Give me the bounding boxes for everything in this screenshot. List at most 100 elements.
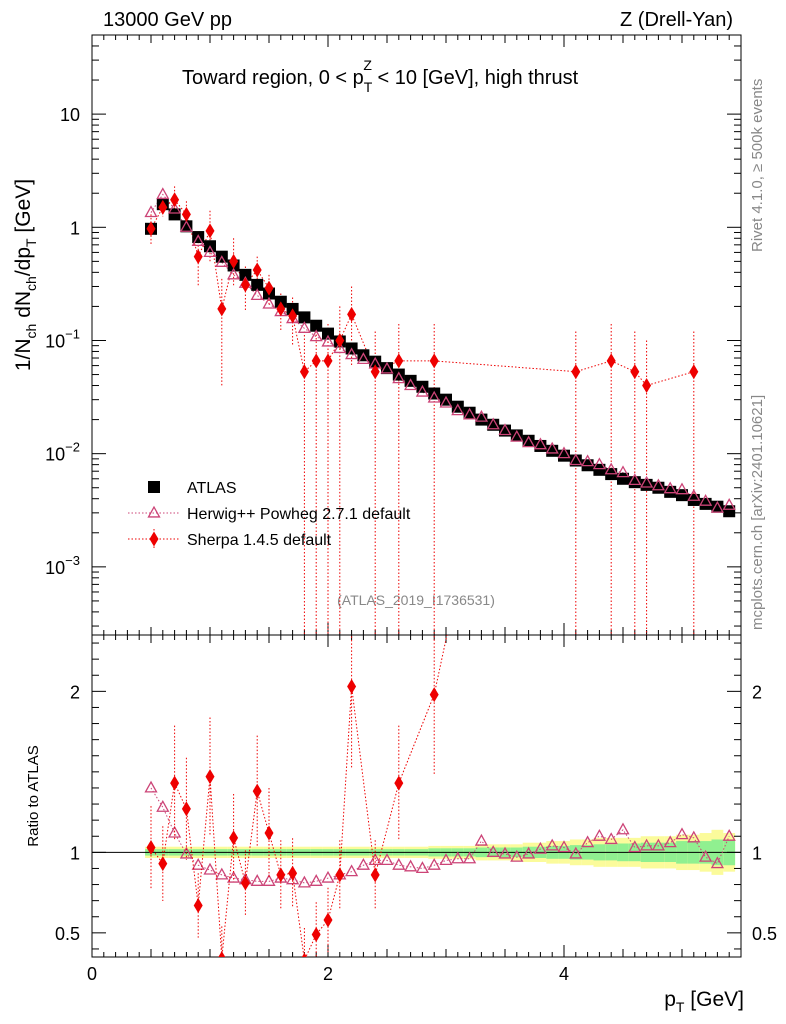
herwig-ratio-point xyxy=(698,849,713,862)
ratio-y-axis-label: Ratio to ATLAS xyxy=(25,745,42,846)
legend-label: Herwig++ Powheg 2.7.1 default xyxy=(187,506,411,523)
sherpa-ratio-point xyxy=(276,867,286,883)
herwig-ratio-point xyxy=(498,846,512,859)
herwig-point xyxy=(687,489,701,501)
sherpa-ratio-point xyxy=(288,865,298,881)
herwig-point xyxy=(639,475,654,488)
atlas-point xyxy=(617,472,629,485)
herwig-point xyxy=(722,497,736,510)
herwig-ratio-point xyxy=(521,846,536,859)
herwig-point xyxy=(380,361,394,374)
sherpa-point xyxy=(193,249,203,265)
herwig-ratio-point xyxy=(486,845,500,857)
sherpa-ratio-point xyxy=(335,867,345,883)
herwig-point xyxy=(167,201,182,214)
herwig-ratio-point xyxy=(545,838,559,851)
herwig-ratio-point xyxy=(663,835,677,848)
herwig-ratio-point xyxy=(722,828,736,841)
atlas-point xyxy=(593,463,606,476)
atlas-point xyxy=(357,349,370,362)
herwig-point xyxy=(321,334,335,347)
herwig-point xyxy=(333,341,347,354)
atlas-point xyxy=(322,327,334,340)
atlas-point xyxy=(192,231,205,244)
sherpa-point xyxy=(146,221,156,237)
legend-marker-herwig xyxy=(147,505,161,518)
energy-label: 13000 GeV pp xyxy=(103,9,232,31)
sherpa-point xyxy=(229,253,239,269)
herwig-ratio-point xyxy=(474,833,489,846)
herwig-ratio-point xyxy=(569,846,583,859)
herwig-ratio-point xyxy=(580,835,595,848)
herwig-ratio-point xyxy=(675,827,689,840)
herwig-ratio-point xyxy=(285,872,300,885)
herwig-ratio-point xyxy=(651,838,666,851)
sherpa-point xyxy=(264,280,274,296)
atlas-point xyxy=(676,489,688,502)
herwig-point xyxy=(309,329,323,342)
atlas-point xyxy=(522,434,535,447)
herwig-point xyxy=(474,409,489,422)
sherpa-point xyxy=(335,332,345,348)
herwig-point xyxy=(521,435,536,448)
sherpa-point xyxy=(240,277,250,293)
herwig-ratio-point xyxy=(203,862,217,875)
sherpa-ratio-point xyxy=(311,926,321,942)
herwig-ratio-point xyxy=(415,861,430,874)
herwig-ratio-point xyxy=(451,851,465,864)
herwig-point xyxy=(498,423,512,436)
herwig-line xyxy=(150,193,730,509)
herwig-point xyxy=(616,465,630,478)
sherpa-point xyxy=(288,308,298,324)
herwig-ratio-point xyxy=(462,851,477,864)
herwig-point xyxy=(179,220,194,232)
herwig-ratio-point xyxy=(262,874,276,886)
herwig-point xyxy=(557,446,571,459)
ratio-tick-label-left: 0.5 xyxy=(55,924,80,944)
herwig-ratio-point xyxy=(356,857,371,870)
title-tail: < 10 [GeV], high thrust xyxy=(372,67,579,89)
herwig-point xyxy=(344,347,359,360)
ratio-tick-label-left: 1 xyxy=(70,843,80,863)
herwig-point xyxy=(580,454,595,467)
sherpa-point xyxy=(205,223,215,239)
herwig-ratio-point xyxy=(616,822,630,835)
sherpa-point xyxy=(606,353,616,369)
x-tick-label: 4 xyxy=(559,964,569,984)
x-axis-label-unit: [GeV] xyxy=(684,988,744,1011)
legend-label: Sherpa 1.4.5 default xyxy=(187,532,332,549)
herwig-ratio-point xyxy=(710,856,725,869)
legend-marker-atlas xyxy=(148,481,160,493)
atlas-point xyxy=(381,362,393,375)
sherpa-ratio-point xyxy=(429,687,439,703)
sherpa-ratio-point xyxy=(347,679,357,695)
herwig-ratio-point xyxy=(156,799,170,812)
sherpa-ratio-point xyxy=(301,952,307,957)
sherpa-point xyxy=(217,301,227,317)
herwig-ratio-point xyxy=(427,857,441,870)
y-tick-label: 10 xyxy=(60,105,80,125)
atlas-point xyxy=(298,311,311,324)
herwig-point xyxy=(226,267,241,280)
sherpa-point xyxy=(311,353,321,369)
sherpa-ratio-line xyxy=(150,635,448,957)
herwig-point xyxy=(203,245,217,258)
atlas-point xyxy=(723,505,736,518)
mcplots-label: mcplots.cern.ch [arXiv:2401.10621] xyxy=(749,395,766,630)
herwig-point xyxy=(392,371,406,384)
herwig-ratio-point xyxy=(510,849,524,862)
atlas-point xyxy=(569,454,582,467)
sherpa-ratio-point xyxy=(170,775,180,791)
herwig-ratio-point xyxy=(687,830,701,843)
sherpa-point xyxy=(181,206,191,222)
sherpa-ratio-point xyxy=(264,825,274,841)
sherpa-ratio-point xyxy=(193,897,203,913)
y-tick-label: 10−1 xyxy=(45,326,80,351)
herwig-point xyxy=(403,378,418,391)
herwig-point xyxy=(510,429,524,442)
atlas-point xyxy=(664,485,677,498)
legend: ATLAS Herwig++ Powheg 2.7.1 default Sherpa… xyxy=(128,480,411,549)
herwig-ratio-point xyxy=(179,846,194,859)
sherpa-point xyxy=(370,364,380,380)
